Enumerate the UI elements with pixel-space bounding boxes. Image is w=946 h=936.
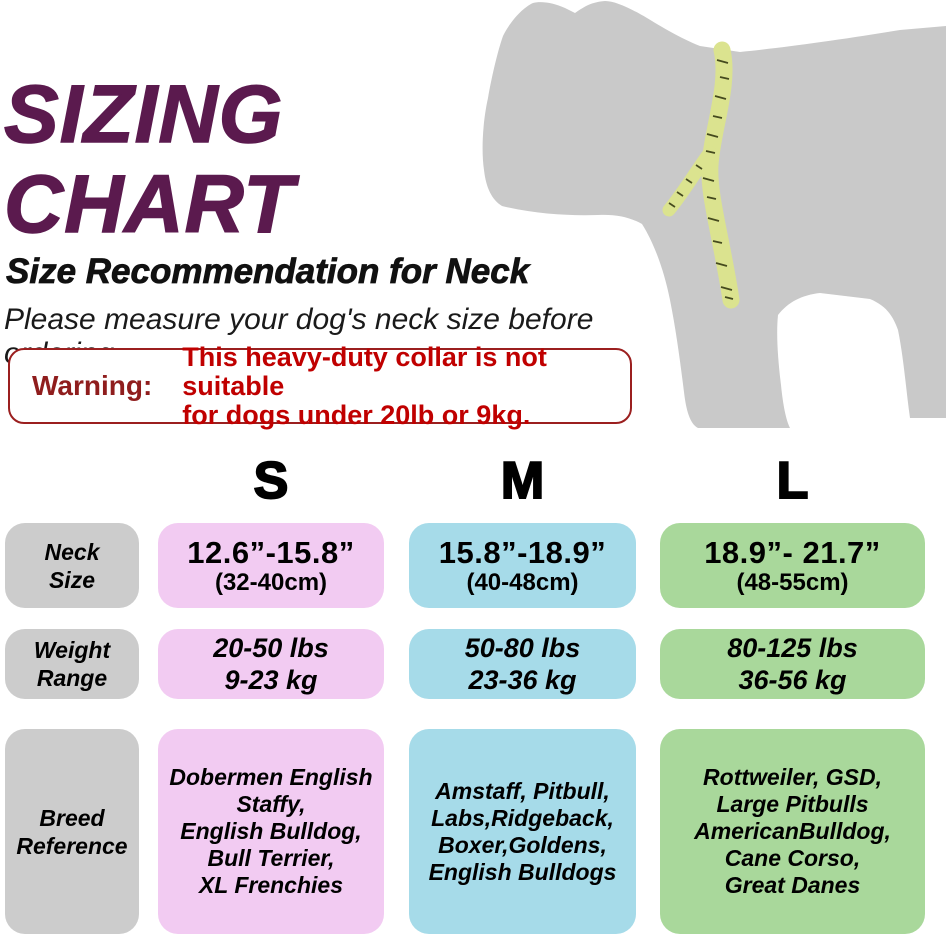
neck-size-cell-m: 15.8”-18.9” (40-48cm) xyxy=(409,523,636,608)
dog-graphic xyxy=(482,1,946,428)
neck-inches-m: 15.8”-18.9” xyxy=(438,535,607,570)
size-header-s: S xyxy=(253,451,290,511)
neck-cm-s: (32-40cm) xyxy=(214,569,328,596)
warning-message: This heavy-duty collar is not suitable f… xyxy=(182,341,547,430)
breed-cell-m: Amstaff, Pitbull, Labs,Ridgeback, Boxer,… xyxy=(409,729,636,934)
tape-tick-marks xyxy=(668,59,734,300)
row-label-weight-range: Weight Range xyxy=(5,629,139,699)
size-header-m: M xyxy=(500,451,545,511)
weight-text-m: 50-80 lbs 23-36 kg xyxy=(464,633,581,695)
tape-main-strip xyxy=(701,41,740,309)
breed-list-m: Amstaff, Pitbull, Labs,Ridgeback, Boxer,… xyxy=(428,777,617,885)
weight-cell-s: 20-50 lbs 9-23 kg xyxy=(158,629,384,699)
warning-box: Warning: This heavy-duty collar is not s… xyxy=(8,342,632,429)
row-label-text: Weight Range xyxy=(33,637,111,691)
neck-cm-l: (48-55cm) xyxy=(736,569,849,596)
row-label-neck-size: Neck Size xyxy=(5,523,139,608)
breed-list-s: Dobermen English Staffy, English Bulldog… xyxy=(169,764,373,898)
measuring-tape-icon xyxy=(662,41,740,309)
weight-cell-l: 80-125 lbs 36-56 kg xyxy=(660,629,925,699)
warning-label: Warning: xyxy=(32,370,153,401)
subtitle: Size Recommendation for Neck xyxy=(6,252,530,292)
row-label-text: Breed Reference xyxy=(16,804,128,859)
neck-size-cell-l: 18.9”- 21.7” (48-55cm) xyxy=(660,523,925,608)
neck-inches-s: 12.6”-15.8” xyxy=(187,535,355,570)
row-label-breed-reference: Breed Reference xyxy=(5,729,139,934)
breed-list-l: Rottweiler, GSD, Large Pitbulls American… xyxy=(694,764,891,898)
weight-text-s: 20-50 lbs 9-23 kg xyxy=(213,633,329,695)
weight-cell-m: 50-80 lbs 23-36 kg xyxy=(409,629,636,699)
neck-cm-m: (40-48cm) xyxy=(466,569,579,596)
neck-inches-l: 18.9”- 21.7” xyxy=(704,535,881,570)
neck-size-cell-s: 12.6”-15.8” (32-40cm) xyxy=(158,523,384,608)
size-header-l: L xyxy=(776,451,810,511)
page-title: SIZING CHART xyxy=(3,69,295,251)
weight-text-l: 80-125 lbs 36-56 kg xyxy=(727,633,858,695)
breed-cell-l: Rottweiler, GSD, Large Pitbulls American… xyxy=(660,729,925,934)
row-label-text: Neck Size xyxy=(44,538,100,593)
breed-cell-s: Dobermen English Staffy, English Bulldog… xyxy=(158,729,384,934)
